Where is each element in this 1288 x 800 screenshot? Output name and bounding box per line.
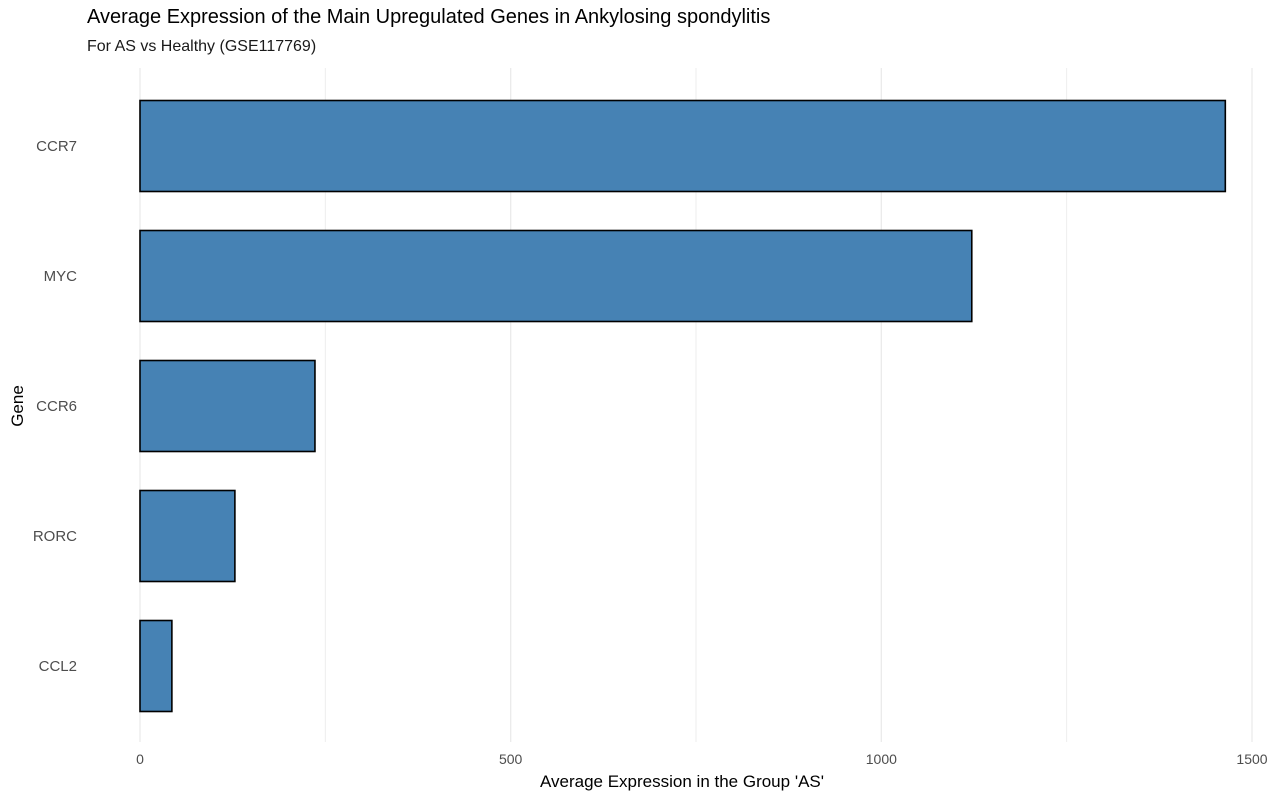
y-tick-label-ccl2: CCL2 (39, 658, 77, 675)
x-tick-label: 1000 (866, 751, 897, 767)
x-axis-title: Average Expression in the Group 'AS' (540, 772, 824, 791)
x-tick-label: 0 (136, 751, 144, 767)
bars (139, 99, 1227, 713)
x-tick-label: 1500 (1236, 751, 1267, 767)
bar-ccr7 (139, 99, 1227, 193)
x-tick-label: 500 (499, 751, 523, 767)
y-tick-label-rorc: RORC (33, 528, 77, 545)
y-tick-labels: CCR7 MYC CCR6 RORC CCL2 (33, 138, 77, 675)
x-tick-labels: 0 500 1000 1500 (136, 751, 1268, 767)
chart-subtitle: For AS vs Healthy (GSE117769) (87, 38, 317, 55)
bar-rorc (139, 489, 236, 583)
y-tick-label-myc: MYC (44, 268, 78, 285)
chart-title: Average Expression of the Main Upregulat… (87, 6, 771, 28)
y-axis-title: Gene (8, 385, 27, 427)
bar-myc (139, 229, 973, 323)
bar-ccr6 (139, 359, 316, 453)
y-tick-label-ccr7: CCR7 (36, 138, 77, 155)
y-tick-label-ccr6: CCR6 (36, 398, 77, 415)
bar-ccl2 (139, 619, 173, 713)
